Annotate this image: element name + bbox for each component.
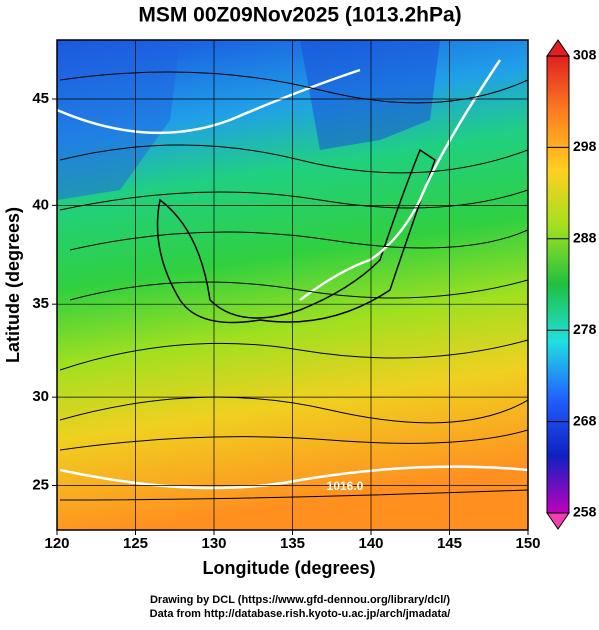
colorbar-tick-label: 298 xyxy=(573,138,597,154)
y-tick-label: 30 xyxy=(32,388,49,405)
colorbar xyxy=(546,55,570,514)
cold-region xyxy=(57,40,180,200)
x-tick-label: 125 xyxy=(123,535,148,552)
x-tick-label: 145 xyxy=(437,535,462,552)
y-axis-label: Latitude (degrees) xyxy=(3,207,23,363)
coastline xyxy=(156,148,436,324)
streamlines xyxy=(59,71,528,501)
grid xyxy=(56,40,529,530)
colorbar-tick-label: 288 xyxy=(573,230,597,246)
contour-label: 1016.0 xyxy=(327,479,364,493)
y-tick-label: 35 xyxy=(32,295,49,312)
credit: Drawing by DCL (https://www.gfd-dennou.o… xyxy=(150,594,450,606)
colorbar-tick-label: 268 xyxy=(573,412,597,428)
x-tick-label: 130 xyxy=(201,535,226,552)
x-axis-label: Longitude (degrees) xyxy=(202,558,375,578)
credit: Data from http://database.rish.kyoto-u.a… xyxy=(150,608,451,620)
y-tick-label: 25 xyxy=(32,476,49,493)
isobar xyxy=(57,68,361,135)
colorbar-over xyxy=(546,39,570,57)
x-tick-label: 150 xyxy=(515,535,540,552)
colorbar-tick-label: 258 xyxy=(573,504,597,520)
colorbar-under xyxy=(546,512,570,530)
isobar xyxy=(59,465,528,490)
cold-region xyxy=(300,40,440,150)
x-tick-label: 120 xyxy=(44,535,69,552)
x-tick-label: 140 xyxy=(358,535,383,552)
colorbar-tick-label: 308 xyxy=(573,47,597,63)
title: MSM 00Z09Nov2025 (1013.2hPa) xyxy=(138,4,461,27)
x-tick-label: 135 xyxy=(280,535,305,552)
y-tick-label: 45 xyxy=(32,90,49,107)
y-tick-label: 40 xyxy=(32,196,49,213)
colorbar-tick-label: 278 xyxy=(573,321,597,337)
isobar xyxy=(299,59,502,302)
